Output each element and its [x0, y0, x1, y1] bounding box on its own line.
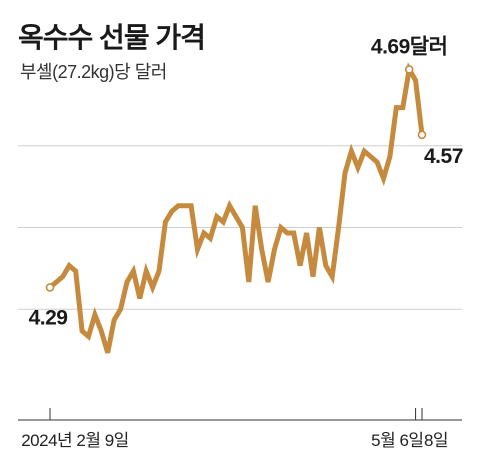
- data-label-first: 4.29: [29, 306, 68, 329]
- marker-peak: [404, 65, 414, 74]
- data-label-peak: 4.69달러: [371, 35, 448, 58]
- marker-first: [45, 283, 55, 292]
- x-tick-labels: 2024년 2월 9일 5월 6일 8일: [21, 431, 448, 450]
- x-axis-ticks: [49, 408, 423, 420]
- series-line-corn-futures: [48, 62, 425, 354]
- data-labels: 4.29 4.69달러 4.57: [29, 35, 464, 329]
- chart-title: 옥수수 선물 가격: [18, 22, 206, 53]
- chart-subtitle: 부셸(27.2kg)당 달러: [20, 62, 167, 82]
- x-tick-label-2: 8일: [424, 431, 448, 450]
- x-tick-label-1: 5월 6일: [371, 431, 423, 450]
- marker-last: [417, 130, 427, 140]
- x-tick-label-0: 2024년 2월 9일: [21, 431, 129, 450]
- point-markers: [45, 65, 427, 292]
- data-label-last: 4.57: [424, 145, 463, 168]
